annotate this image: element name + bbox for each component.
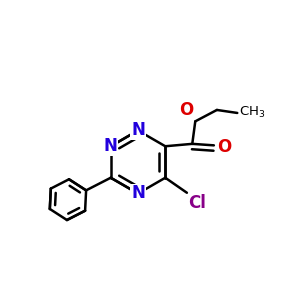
Text: N: N <box>131 184 145 202</box>
Text: N: N <box>131 122 145 140</box>
Text: CH$_3$: CH$_3$ <box>239 104 265 120</box>
Text: O: O <box>218 138 232 156</box>
Text: O: O <box>178 101 193 119</box>
Text: N: N <box>104 137 118 155</box>
Text: Cl: Cl <box>188 194 206 212</box>
